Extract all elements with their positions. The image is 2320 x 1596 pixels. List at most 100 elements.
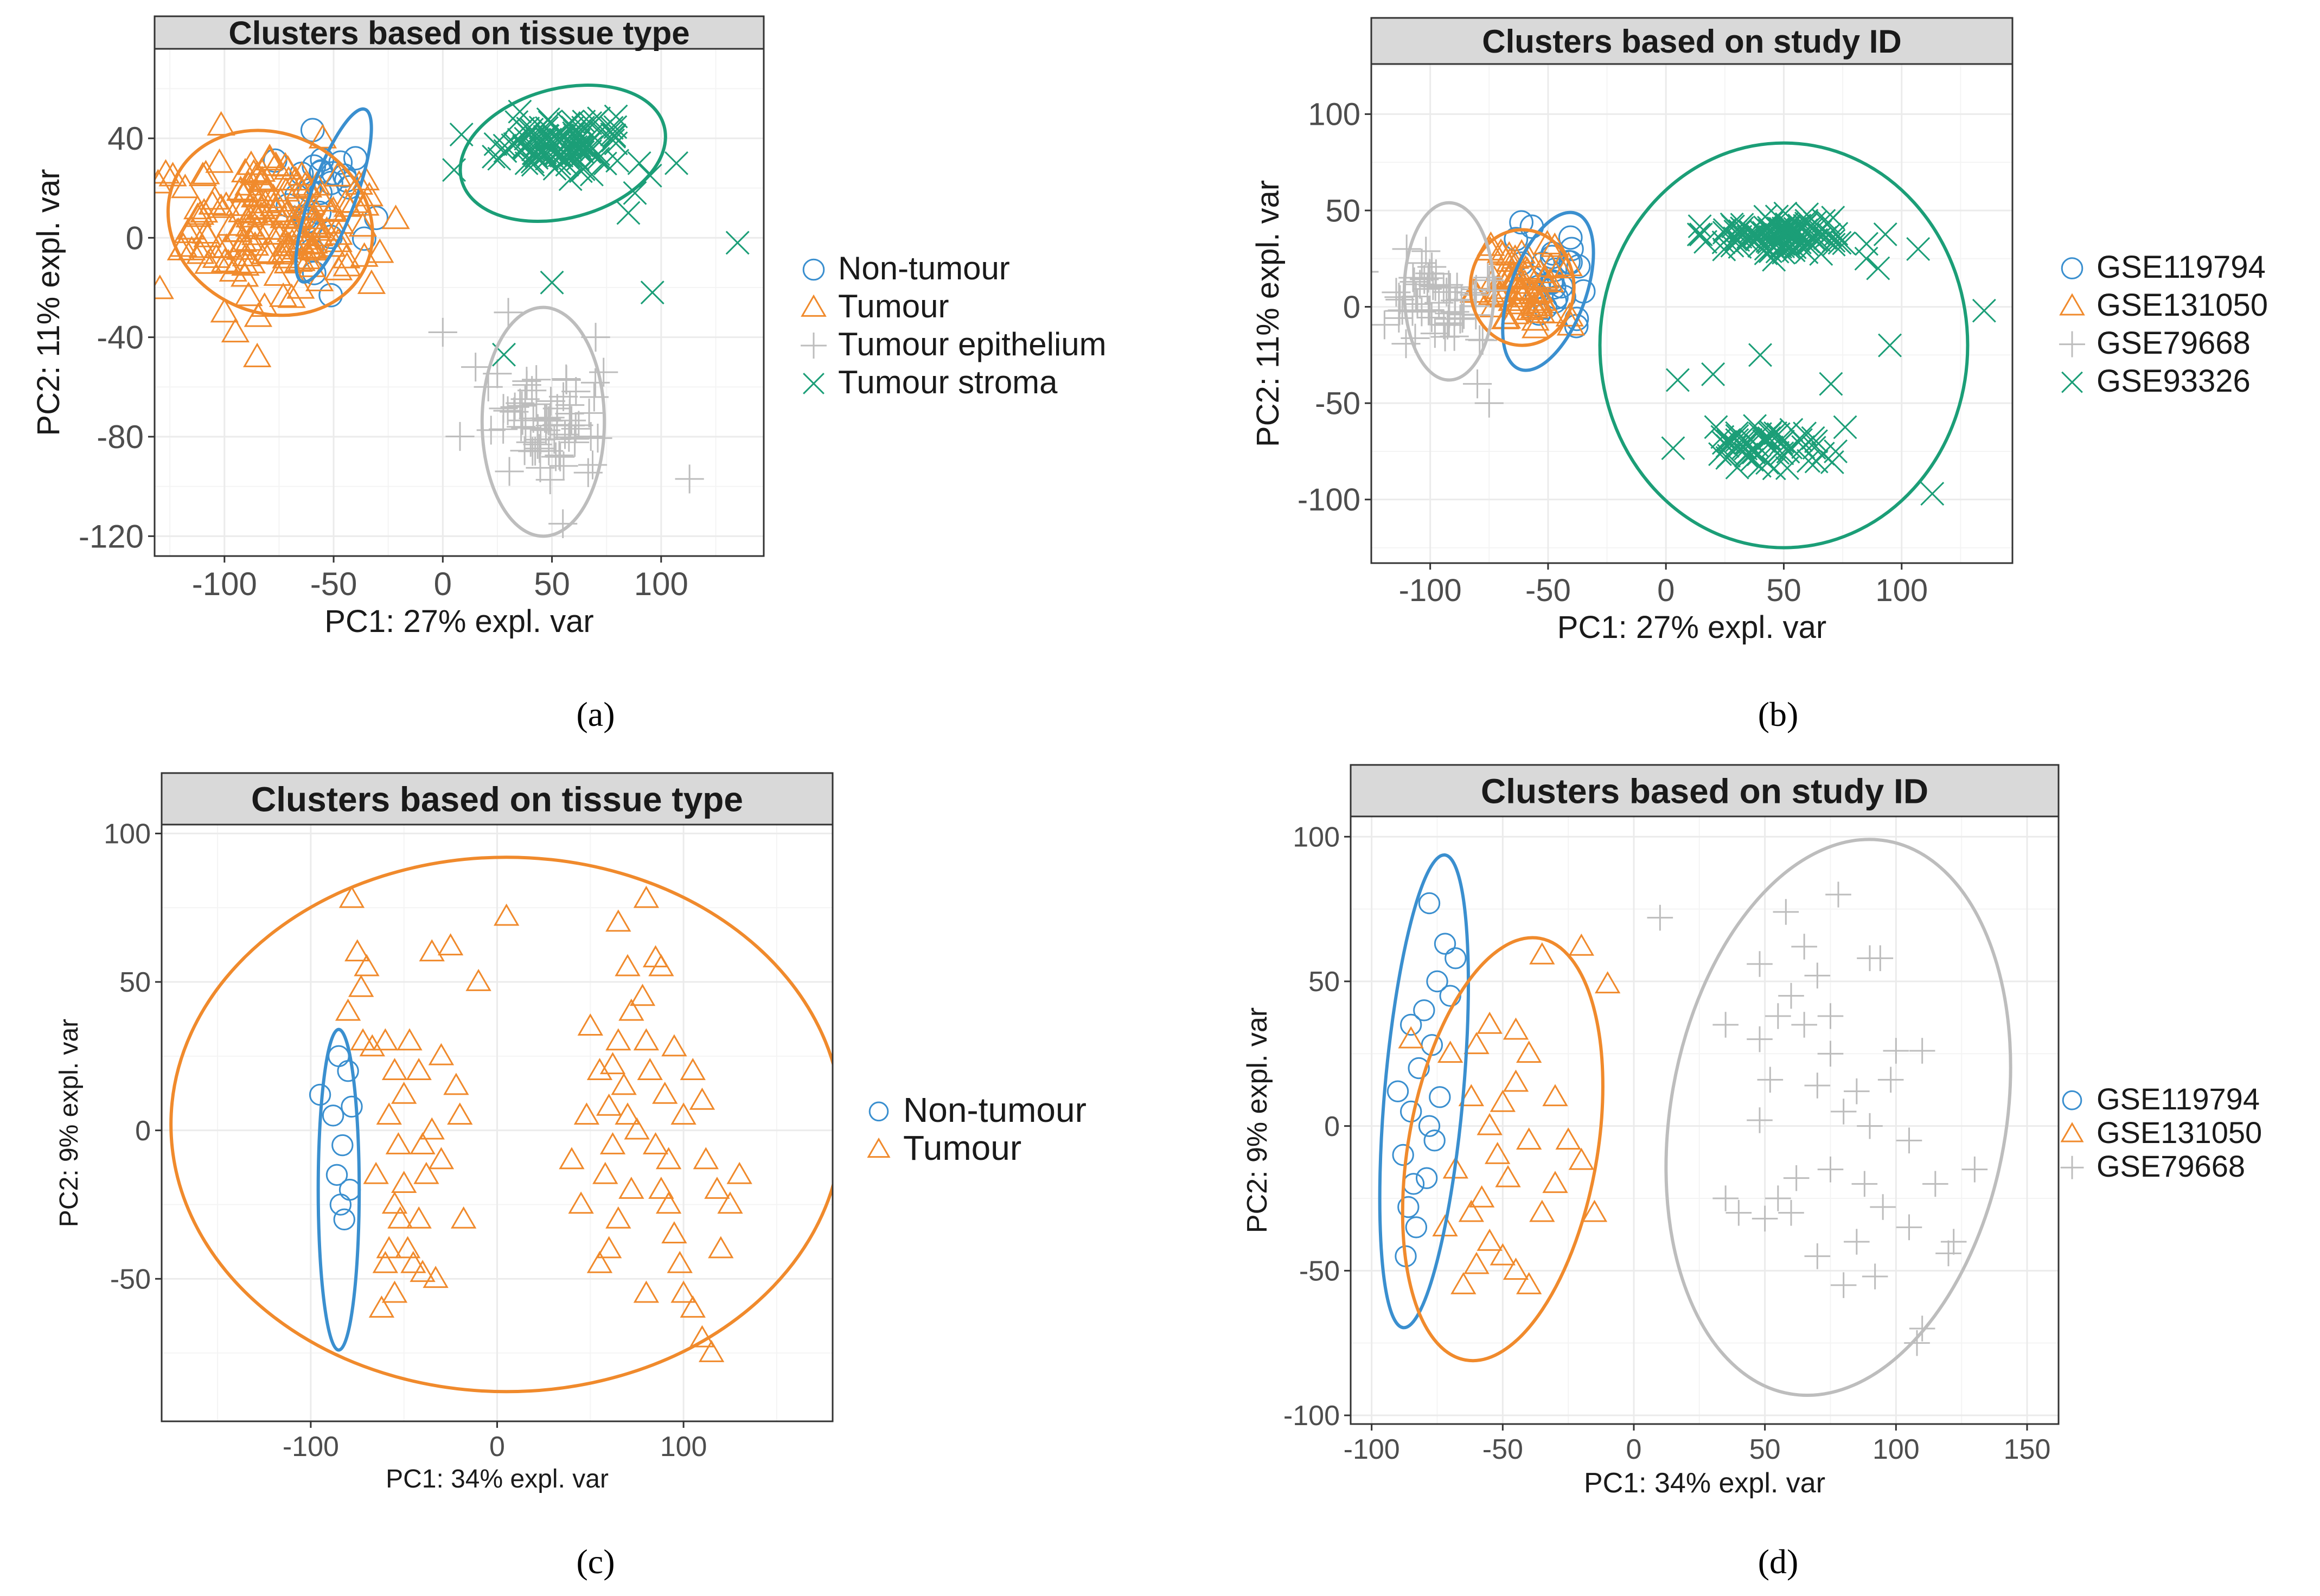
data-point bbox=[1463, 1252, 1490, 1274]
legend-key bbox=[801, 294, 827, 317]
data-point bbox=[207, 111, 235, 136]
legend-label: GSE119794 bbox=[2097, 1082, 2260, 1116]
data-point bbox=[578, 450, 608, 480]
data-point bbox=[698, 1340, 725, 1362]
data-point bbox=[255, 143, 284, 169]
data-point bbox=[270, 203, 298, 228]
data-point bbox=[248, 167, 277, 192]
data-point bbox=[231, 157, 260, 183]
data-point bbox=[640, 280, 664, 305]
data-point bbox=[1432, 1214, 1458, 1237]
data-point bbox=[689, 1087, 715, 1110]
data-point bbox=[1728, 235, 1752, 259]
data-point bbox=[177, 235, 206, 260]
data-point bbox=[1509, 210, 1533, 235]
x-tick-label: 0 bbox=[1626, 1434, 1642, 1465]
data-point bbox=[1786, 221, 1810, 246]
data-point bbox=[323, 162, 352, 187]
data-point bbox=[648, 954, 674, 976]
data-point bbox=[1747, 951, 1773, 977]
data-point bbox=[1558, 225, 1583, 250]
data-point bbox=[338, 885, 365, 908]
data-point bbox=[286, 274, 315, 299]
data-point bbox=[155, 274, 174, 299]
x-tick-label: 50 bbox=[1766, 573, 1801, 608]
legend-key bbox=[801, 333, 827, 359]
x-axis-label: PC1: 34% expl. var bbox=[1584, 1467, 1825, 1499]
plot-background bbox=[1351, 816, 2059, 1424]
data-point bbox=[419, 939, 445, 962]
data-point bbox=[489, 394, 518, 423]
data-point bbox=[280, 205, 309, 229]
y-tick-label: -40 bbox=[97, 320, 144, 356]
data-point bbox=[1434, 270, 1463, 299]
x-tick-label: 0 bbox=[434, 566, 452, 602]
data-point bbox=[577, 1013, 603, 1036]
data-point bbox=[1432, 277, 1461, 307]
data-point bbox=[372, 1028, 399, 1051]
data-point bbox=[566, 138, 591, 162]
data-point bbox=[1581, 1199, 1608, 1222]
data-point bbox=[506, 388, 535, 418]
caption-d: (d) bbox=[1758, 1542, 1799, 1581]
data-point bbox=[1701, 362, 1725, 386]
data-point bbox=[495, 457, 524, 486]
data-point bbox=[1413, 999, 1435, 1022]
chart-title: Clusters based on study ID bbox=[1481, 772, 1928, 811]
data-point bbox=[1594, 971, 1621, 994]
data-point bbox=[321, 161, 346, 186]
legend-label: Non-tumour bbox=[838, 250, 1010, 286]
data-point bbox=[680, 1058, 706, 1081]
data-point bbox=[1555, 1127, 1581, 1150]
data-point bbox=[1748, 343, 1772, 367]
data-point bbox=[1775, 456, 1799, 480]
legend-key bbox=[2059, 331, 2085, 357]
data-point bbox=[1909, 1038, 1935, 1064]
legend-label: GSE131050 bbox=[2097, 1115, 2262, 1150]
data-point bbox=[1458, 1084, 1485, 1107]
data-point bbox=[542, 156, 567, 181]
data-point bbox=[1904, 1330, 1930, 1356]
data-point bbox=[1789, 216, 1813, 241]
data-point bbox=[332, 163, 357, 188]
facet-strip bbox=[1350, 764, 2060, 818]
data-point bbox=[1862, 1263, 1888, 1289]
data-point bbox=[675, 464, 704, 494]
data-point bbox=[1781, 238, 1806, 263]
data-point bbox=[237, 248, 266, 273]
data-point bbox=[216, 211, 245, 236]
data-point bbox=[535, 116, 559, 141]
data-point bbox=[240, 183, 270, 208]
data-point bbox=[1418, 271, 1448, 301]
y-tick-label: 0 bbox=[135, 1115, 151, 1147]
data-point bbox=[599, 1132, 626, 1154]
y-tick-label: -80 bbox=[97, 419, 144, 455]
x-tick-label: -100 bbox=[283, 1431, 339, 1463]
data-point bbox=[1820, 450, 1844, 474]
confidence-ellipse bbox=[294, 107, 373, 284]
data-point bbox=[234, 282, 263, 307]
data-point bbox=[324, 256, 353, 280]
series-tumour bbox=[155, 111, 410, 367]
x-tick-label: -100 bbox=[1399, 573, 1462, 608]
data-point bbox=[1405, 1216, 1428, 1239]
data-point bbox=[596, 1093, 622, 1116]
confidence-ellipse bbox=[458, 84, 667, 223]
data-point bbox=[1757, 422, 1782, 446]
data-point bbox=[1542, 1084, 1568, 1107]
data-point bbox=[410, 1132, 436, 1154]
x-tick-label: -50 bbox=[1525, 573, 1571, 608]
data-point bbox=[1568, 933, 1595, 956]
data-point bbox=[259, 183, 288, 208]
data-point bbox=[194, 249, 223, 274]
data-point bbox=[230, 262, 259, 287]
series-gse131050 bbox=[1398, 933, 1621, 1294]
facet-strip bbox=[1370, 17, 2014, 65]
legend-label: GSE131050 bbox=[2097, 288, 2268, 323]
y-tick-label: -50 bbox=[110, 1264, 151, 1295]
data-point bbox=[224, 217, 253, 242]
data-point bbox=[1507, 239, 1536, 264]
data-point bbox=[1433, 310, 1462, 340]
